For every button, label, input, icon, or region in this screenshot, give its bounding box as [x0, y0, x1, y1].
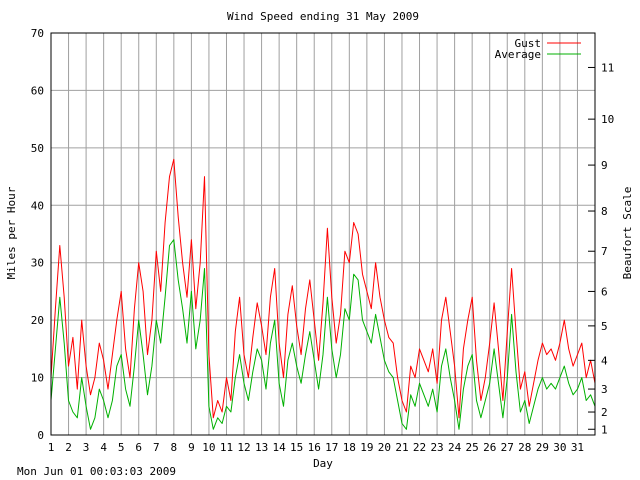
y-tick-label: 10: [31, 372, 44, 385]
x-tick-label: 29: [536, 441, 549, 454]
y-tick-label: 70: [31, 27, 44, 40]
x-axis-ticks: 1 2 3 4 5 6 7 8 9 10 11 12 13 14 15 16 17 18 19 20 21 22 23 24 2…: [48, 441, 584, 454]
beaufort-tick-label: 1: [601, 423, 608, 436]
x-tick-label: 22: [413, 441, 426, 454]
beaufort-axis-label: Beaufort Scale: [621, 187, 634, 280]
x-tick-label: 16: [308, 441, 321, 454]
y-tick-label: 0: [37, 429, 44, 442]
beaufort-axis-ticks: 1 2 3 4 5 6 7 8 9 10 11: [588, 61, 614, 436]
beaufort-tick-label: 3: [601, 383, 608, 396]
legend-label-average: Average: [495, 48, 541, 61]
series-line-gust: [50, 158, 596, 419]
x-tick-label: 21: [395, 441, 408, 454]
timestamp-footer: Mon Jun 01 00:03:03 2009: [17, 465, 176, 478]
x-axis-label: Day: [313, 457, 333, 470]
legend-label-gust: Gust: [515, 37, 542, 50]
beaufort-tick-label: 2: [601, 406, 608, 419]
y-tick-label: 50: [31, 142, 44, 155]
y-axis-ticks: 0 10 20 30 40 50 60 70: [31, 27, 44, 442]
x-tick-label: 23: [430, 441, 443, 454]
beaufort-tick-label: 4: [601, 354, 608, 367]
x-tick-label: 12: [237, 441, 250, 454]
y-tick-label: 40: [31, 199, 44, 212]
y-tick-label: 60: [31, 84, 44, 97]
x-tick-label: 4: [100, 441, 107, 454]
x-tick-label: 20: [378, 441, 391, 454]
x-tick-label: 5: [118, 441, 125, 454]
x-tick-label: 28: [518, 441, 531, 454]
x-tick-label: 15: [290, 441, 303, 454]
x-tick-label: 27: [501, 441, 514, 454]
beaufort-tick-label: 7: [601, 245, 608, 258]
x-tick-label: 31: [571, 441, 584, 454]
beaufort-tick-label: 11: [601, 61, 614, 74]
x-tick-label: 3: [83, 441, 90, 454]
beaufort-tick-label: 8: [601, 205, 608, 218]
x-tick-label: 8: [171, 441, 178, 454]
x-tick-label: 14: [273, 441, 287, 454]
beaufort-tick-label: 9: [601, 159, 608, 172]
x-tick-label: 25: [466, 441, 479, 454]
series-lines: [50, 158, 596, 430]
x-tick-label: 2: [65, 441, 72, 454]
x-tick-label: 24: [448, 441, 462, 454]
x-tick-label: 10: [202, 441, 215, 454]
beaufort-tick-label: 5: [601, 320, 608, 333]
grid-lines: [51, 33, 595, 435]
y-axis-label: Miles per Hour: [5, 186, 18, 279]
series-line-average: [50, 239, 596, 430]
x-tick-label: 7: [153, 441, 160, 454]
x-tick-label: 9: [188, 441, 195, 454]
x-tick-label: 17: [325, 441, 338, 454]
x-tick-label: 6: [135, 441, 142, 454]
x-tick-label: 26: [483, 441, 496, 454]
x-tick-label: 13: [255, 441, 268, 454]
x-tick-label: 19: [360, 441, 373, 454]
y-tick-label: 20: [31, 314, 44, 327]
x-tick-label: 30: [553, 441, 566, 454]
x-tick-label: 18: [343, 441, 356, 454]
plot-area-frame: [50, 32, 596, 436]
beaufort-tick-label: 10: [601, 113, 614, 126]
y-tick-label: 30: [31, 257, 44, 270]
beaufort-tick-label: 6: [601, 285, 608, 298]
x-tick-label: 11: [220, 441, 233, 454]
x-tick-label: 1: [48, 441, 55, 454]
chart-title: Wind Speed ending 31 May 2009: [227, 10, 419, 23]
